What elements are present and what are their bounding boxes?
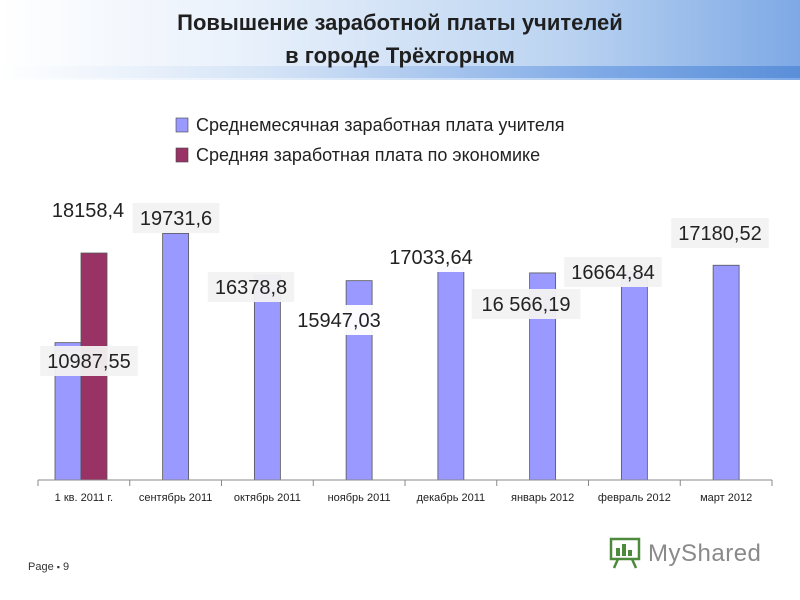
- x-tick-label-4: декабрь 2011: [417, 492, 486, 504]
- data-label-bg-0-0: [40, 346, 138, 376]
- data-label-1-0: 18158,4: [52, 200, 124, 222]
- x-tick-label-0: 1 кв. 2011 г.: [55, 492, 113, 504]
- slide-title-line-1: Повышение заработной платы учителей: [177, 10, 623, 35]
- x-tick-label-3: ноябрь 2011: [328, 492, 391, 504]
- data-label-0-6: 16664,84: [571, 262, 654, 284]
- bar-teacher-7: [712, 264, 740, 481]
- header-stripe: [0, 66, 800, 78]
- data-label-0-3: 15947,03: [297, 310, 380, 332]
- legend-entry-0: Среднемесячная заработная плата учителя: [196, 115, 565, 135]
- x-tick-label-2: октябрь 2011: [234, 492, 301, 504]
- data-label-0-1: 19731,6: [140, 208, 212, 230]
- page-number-value: 9: [63, 561, 70, 573]
- data-label-0-0: 10987,55: [47, 351, 130, 373]
- bar-teacher-2: [253, 274, 281, 481]
- data-label-0-5: 16 566,19: [482, 294, 571, 316]
- presentation-board-icon: [609, 537, 641, 569]
- data-label-bg-0-1: [132, 203, 220, 233]
- page-number: Page ▪ 9: [28, 561, 69, 573]
- x-tick-label-1: сентябрь 2011: [139, 492, 213, 504]
- myshared-logo: MyShared: [608, 536, 768, 570]
- data-label-0-4: 17033,64: [389, 247, 472, 269]
- x-tick-label-7: март 2012: [700, 492, 752, 504]
- slide-title-line-2: в городе Трёхгорном: [285, 43, 515, 68]
- bullet-icon: ▪: [56, 562, 60, 572]
- data-label-bg-0-3: [290, 305, 388, 335]
- x-tick-label-5: январь 2012: [511, 492, 574, 504]
- bar-teacher-1: [162, 232, 190, 481]
- logo-text: MyShared: [648, 540, 762, 567]
- legend-swatch-0: [175, 117, 189, 133]
- data-label-bg-0-4: [382, 242, 480, 272]
- data-label-0-2: 16378,8: [215, 277, 287, 299]
- page-label: Page: [28, 561, 54, 573]
- data-label-bg-1-0: [44, 195, 132, 225]
- legend-entry-1: Средняя заработная плата по экономике: [196, 145, 540, 165]
- bar-teacher-4: [437, 266, 465, 481]
- legend-swatch-1: [175, 147, 189, 163]
- data-label-bg-0-2: [207, 272, 295, 302]
- data-label-bg-0-5: [471, 289, 581, 319]
- bar-teacher-6: [620, 271, 648, 481]
- data-label-bg-0-6: [564, 257, 662, 287]
- data-label-0-7: 17180,52: [678, 223, 761, 245]
- x-tick-label-6: февраль 2012: [598, 492, 671, 504]
- data-label-bg-0-7: [671, 218, 769, 248]
